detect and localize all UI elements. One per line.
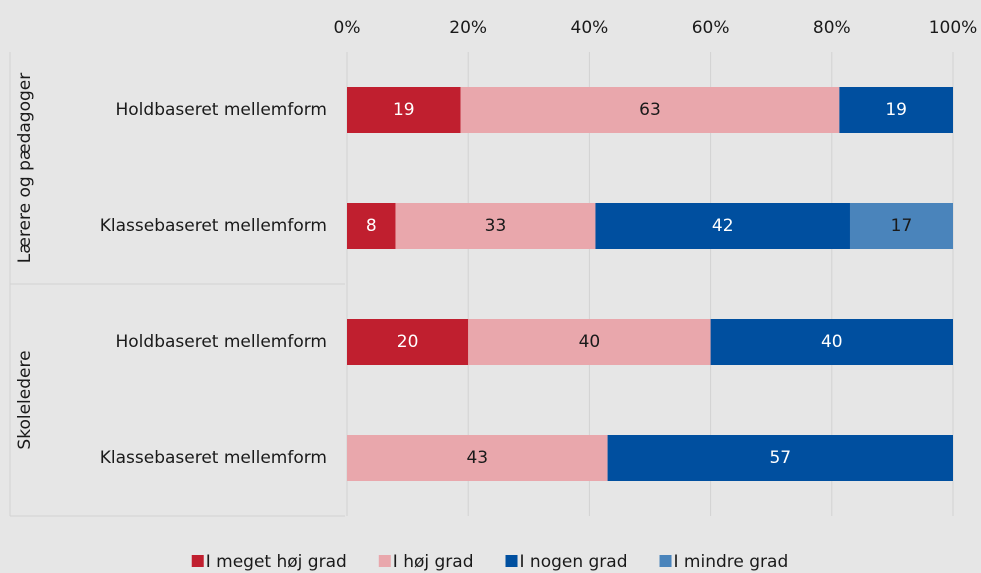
data-label: 8: [366, 216, 377, 236]
data-label: 43: [466, 448, 488, 468]
bar-segment: [839, 87, 953, 133]
data-label: 40: [821, 332, 843, 352]
legend-swatch: [191, 555, 204, 567]
bar-segment: [710, 319, 953, 365]
x-tick-label: 0%: [334, 18, 361, 38]
x-tick-label: 80%: [813, 18, 851, 38]
category-label: Holdbaseret mellemform: [116, 100, 328, 120]
x-tick-label: 40%: [571, 18, 609, 38]
legend-label: I meget høj grad: [206, 552, 347, 572]
legend-label: I høj grad: [393, 552, 474, 572]
bar-segment: [468, 319, 711, 365]
legend-label: I nogen grad: [520, 552, 628, 572]
legend-swatch: [659, 555, 672, 567]
bar-segment: [395, 203, 596, 249]
legend-swatch: [378, 555, 391, 567]
x-tick-label: 20%: [449, 18, 487, 38]
category-label: Klassebaseret mellemform: [100, 448, 327, 468]
legend-label: I mindre grad: [674, 552, 789, 572]
x-tick-label: 100%: [929, 18, 978, 38]
bar-segment: [347, 435, 608, 481]
bar-segment: [849, 203, 953, 249]
bar-segment: [607, 435, 953, 481]
category-label: Klassebaseret mellemform: [100, 216, 327, 236]
bar-segment: [347, 319, 469, 365]
category-label: Holdbaseret mellemform: [116, 332, 328, 352]
data-label: 20: [397, 332, 419, 352]
data-label: 63: [639, 100, 661, 120]
data-label: 57: [769, 448, 791, 468]
bar-segment: [347, 203, 396, 249]
legend-swatch: [505, 555, 518, 567]
data-label: 17: [891, 216, 913, 236]
group-label: Lærere og pædagoger: [15, 73, 35, 263]
data-label: 19: [393, 100, 415, 120]
bar-segment: [595, 203, 850, 249]
x-tick-label: 60%: [692, 18, 730, 38]
data-label: 19: [885, 100, 907, 120]
bar-segment: [460, 87, 840, 133]
data-label: 42: [712, 216, 734, 236]
data-label: 40: [579, 332, 601, 352]
bar-segment: [347, 87, 461, 133]
group-label: Skoleledere: [15, 350, 35, 449]
data-label: 33: [485, 216, 507, 236]
